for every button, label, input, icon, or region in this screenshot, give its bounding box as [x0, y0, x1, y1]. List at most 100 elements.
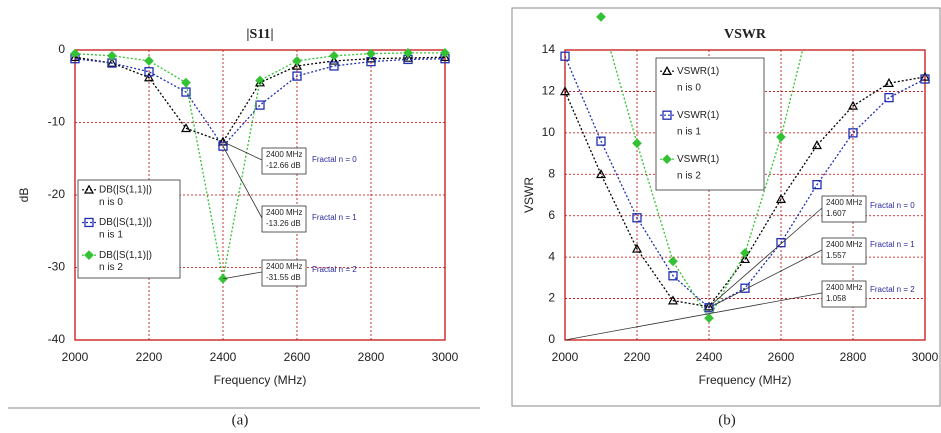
y-tick-label: 10 [542, 125, 556, 139]
x-tick-label: 2200 [136, 350, 163, 364]
y-tick-label: 12 [542, 84, 556, 98]
marker [180, 123, 192, 133]
annotation-text: 2400 MHz [826, 198, 862, 207]
marker [144, 67, 154, 77]
annotation-box [821, 237, 867, 265]
x-tick-label: 2000 [62, 350, 89, 364]
annotation-box [261, 205, 307, 233]
panel-frame [511, 7, 941, 407]
legend-sublabel: n is 2 [677, 171, 701, 182]
marker [595, 169, 607, 179]
y-tick-label: 4 [548, 249, 555, 263]
marker [143, 72, 155, 82]
x-tick-label: 2800 [840, 350, 867, 364]
series-line [75, 58, 445, 148]
marker [292, 71, 302, 81]
marker [366, 48, 376, 59]
x-tick-label: 3000 [912, 350, 939, 364]
marker [848, 128, 858, 138]
annotation-text: -31.55 dB [266, 273, 301, 282]
annotation-tag: Fractal n = 2 [870, 285, 915, 294]
marker [812, 179, 822, 190]
marker [668, 271, 678, 281]
marker [662, 110, 672, 120]
x-tick-label: 2400 [696, 350, 723, 364]
marker [84, 217, 94, 228]
legend-box [77, 179, 181, 279]
marker [560, 51, 570, 61]
marker [632, 138, 642, 149]
chart-title: |S11| [246, 27, 273, 42]
annotation-box [821, 280, 867, 308]
y-tick-label: 0 [548, 332, 555, 346]
series-line [609, 50, 804, 320]
series-line [565, 55, 925, 309]
annotation-tag: Fractal n = 1 [312, 213, 357, 222]
marker [631, 243, 643, 253]
annotation-box [261, 147, 307, 175]
marker [83, 184, 95, 194]
annotation-tag: Fractal n = 1 [870, 240, 915, 249]
series-group [565, 50, 925, 320]
y-tick-label: 2 [548, 291, 555, 305]
y-tick-label: 14 [542, 42, 556, 56]
leader-line [222, 145, 263, 219]
x-tick-label: 2400 [210, 350, 237, 364]
x-tick-label: 2200 [624, 350, 651, 364]
annotation-text: 2400 MHz [826, 240, 862, 249]
marker [596, 12, 606, 22]
marker [775, 193, 787, 203]
annotation-box [821, 195, 867, 223]
legend-sublabel: n is 0 [99, 197, 123, 208]
marker [920, 74, 930, 84]
annotation-text: 2400 MHz [266, 150, 302, 159]
annotation-text: 1.557 [826, 251, 847, 260]
marker [739, 253, 751, 264]
marker [69, 52, 81, 62]
marker [402, 52, 414, 62]
x-axis-label: Frequency (MHz) [699, 373, 792, 387]
caption: (a) [232, 412, 249, 428]
x-axis-label: Frequency (MHz) [214, 373, 307, 387]
y-tick-label: 6 [548, 208, 555, 222]
legend-sublabel: n is 2 [99, 262, 123, 273]
marker [847, 100, 859, 110]
marker [667, 295, 679, 305]
x-tick-label: 2000 [552, 350, 579, 364]
marker [403, 48, 413, 58]
marker [144, 56, 154, 66]
marker [181, 87, 191, 97]
annotation-text: -13.26 dB [266, 219, 301, 228]
marker [84, 250, 94, 260]
leader-line [222, 141, 263, 161]
annotation-text: 2400 MHz [266, 262, 302, 271]
y-tick-label: 0 [58, 42, 65, 56]
annotation-box [261, 259, 307, 287]
marker [291, 60, 303, 70]
annotation-tag: Fractal n = 0 [870, 201, 915, 210]
leader-line [708, 249, 823, 309]
legend-sublabel: n is 0 [677, 83, 701, 94]
legend-label: DB(|S(1,1)|) [99, 184, 152, 195]
annotation-text: 2400 MHz [826, 283, 862, 292]
legend-label: VSWR(1) [677, 154, 719, 165]
marker [884, 92, 894, 103]
y-tick-label: -10 [48, 115, 66, 129]
legend-box [655, 57, 765, 191]
marker [776, 237, 786, 248]
leader-line [708, 207, 823, 308]
marker [919, 71, 931, 81]
series-line [75, 52, 445, 279]
legend-label: VSWR(1) [677, 66, 719, 77]
y-axis-label: dB [17, 188, 31, 203]
annotation-text: 1.607 [826, 209, 847, 218]
marker [704, 303, 714, 313]
series-line [565, 76, 925, 308]
x-tick-label: 2600 [284, 350, 311, 364]
x-tick-label: 2600 [768, 350, 795, 364]
marker [704, 313, 714, 323]
marker [740, 283, 750, 293]
annotation-tag: Fractal n = 2 [312, 265, 357, 274]
series-group [75, 52, 445, 279]
